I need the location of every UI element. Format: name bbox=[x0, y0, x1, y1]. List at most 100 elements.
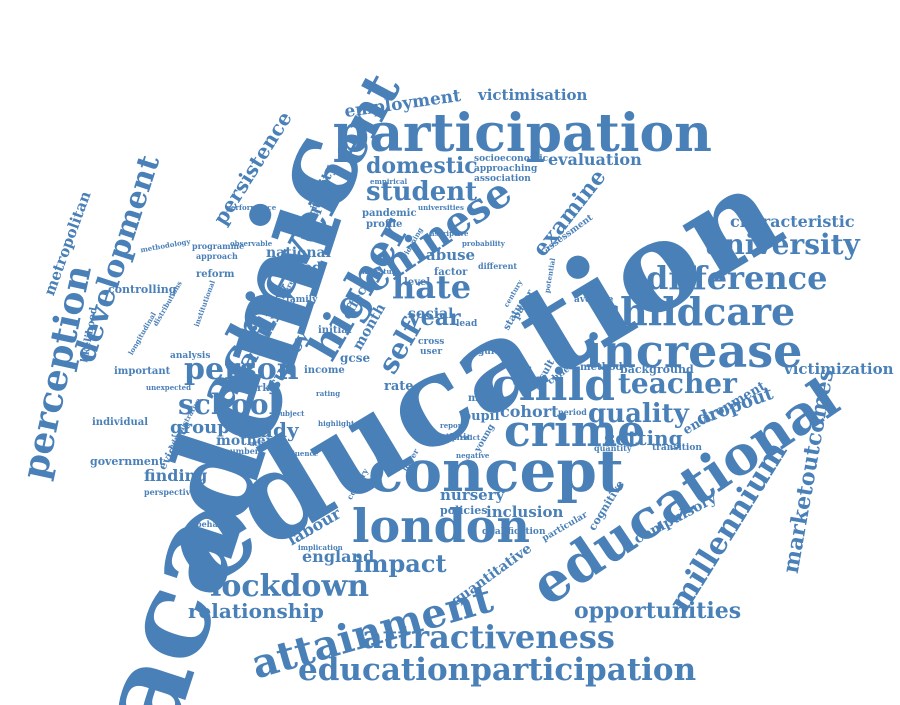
word-market: market bbox=[240, 383, 281, 394]
word-programme: programme bbox=[192, 241, 245, 251]
word-universities: universities bbox=[418, 203, 464, 212]
word-abuse: abuse bbox=[426, 246, 476, 264]
word-family: family bbox=[286, 295, 318, 305]
word-predict: predict bbox=[452, 433, 481, 442]
word-attractiveness: attractiveness bbox=[362, 618, 615, 656]
word-rating: rating bbox=[316, 389, 341, 398]
word-difference: difference bbox=[646, 259, 828, 297]
word-background: background bbox=[620, 363, 694, 376]
word-period: period bbox=[558, 407, 587, 417]
word-lead: lead bbox=[456, 319, 478, 329]
word-negative: negative bbox=[456, 451, 490, 460]
word-number: number bbox=[224, 446, 259, 456]
word-level: level bbox=[404, 277, 431, 288]
word-highlight: highlight bbox=[318, 419, 355, 428]
word-teacher: teacher bbox=[618, 367, 737, 400]
word-transition: transition bbox=[652, 443, 702, 453]
word-impact: impact bbox=[354, 549, 447, 578]
word-quality: quality bbox=[588, 399, 689, 429]
word-different: different bbox=[478, 261, 518, 271]
word-related: related bbox=[266, 260, 322, 276]
word-participation: participation bbox=[333, 103, 712, 164]
word-university: university bbox=[704, 228, 860, 261]
word-hate: hate bbox=[392, 268, 472, 306]
word-implication: implication bbox=[298, 543, 343, 552]
word-child: child bbox=[492, 360, 615, 411]
word-qualification: qualification bbox=[482, 527, 546, 537]
word-ethnic: ethnic bbox=[440, 433, 472, 443]
word-increase: increase bbox=[585, 324, 803, 378]
word-individual: individual bbox=[92, 417, 149, 428]
word-characteristic: characteristic bbox=[730, 212, 855, 231]
word-unexpected: unexpected bbox=[146, 383, 191, 392]
word-socioeconomic: socioeconomic bbox=[474, 154, 549, 164]
word-social: social bbox=[408, 306, 454, 322]
word-finding: finding bbox=[144, 466, 208, 485]
word-subject: subject bbox=[276, 409, 305, 418]
word-relationship: relationship bbox=[188, 599, 324, 623]
word-pupil: pupil bbox=[462, 409, 500, 424]
word-evaluation: evaluation bbox=[548, 150, 642, 169]
word-student: student bbox=[366, 177, 478, 207]
word-literature: literature bbox=[362, 267, 400, 276]
word-controlling: controlling bbox=[108, 283, 177, 296]
word-methodology: methodology bbox=[139, 236, 192, 255]
word-factor: factor bbox=[434, 267, 468, 278]
word-report: report bbox=[440, 421, 465, 430]
word-cross: cross bbox=[418, 337, 445, 347]
word-inclusion: inclusion bbox=[486, 503, 564, 521]
word-approach: approach bbox=[196, 251, 238, 261]
word-year: year bbox=[408, 305, 461, 331]
word-nursery: nursery bbox=[440, 486, 505, 504]
word-england: england bbox=[302, 547, 375, 566]
word-initial: initial bbox=[318, 325, 352, 336]
word-performance: performance bbox=[226, 203, 277, 212]
word-victimization: victimization bbox=[784, 360, 894, 378]
word-quantity: quantity bbox=[594, 443, 632, 453]
word-childcare: childcare bbox=[597, 289, 796, 334]
word-victimisation: victimisation bbox=[478, 86, 588, 104]
word-approaching: approaching bbox=[474, 164, 538, 174]
word-gcse: gcse bbox=[340, 351, 371, 365]
word-study: study bbox=[238, 418, 299, 442]
word-educationparticipation: educationparticipation bbox=[298, 652, 697, 688]
word-policy: policy bbox=[270, 305, 310, 319]
word-longitudinal: longitudinal bbox=[126, 310, 159, 357]
word-domestic: domestic bbox=[366, 153, 478, 179]
word-more: more bbox=[468, 393, 497, 404]
word-government: government bbox=[90, 455, 164, 468]
word-ascriptive: ascriptive bbox=[430, 229, 469, 238]
word-rate: rate bbox=[384, 379, 414, 394]
word-london: london bbox=[352, 499, 530, 553]
word-crime: crime bbox=[504, 406, 646, 457]
word-behaviour: behaviour bbox=[196, 519, 241, 529]
word-analysis: analysis bbox=[170, 351, 211, 361]
word-setting: setting bbox=[604, 426, 683, 450]
word-profile: profile bbox=[366, 219, 403, 230]
word-national: national bbox=[266, 245, 331, 261]
word-opportunities: opportunities bbox=[574, 598, 742, 624]
word-association: association bbox=[474, 174, 531, 184]
word-empirical: empirical bbox=[370, 177, 408, 186]
word-pandemic: pandemic bbox=[362, 208, 417, 219]
word-concept: concept bbox=[368, 437, 624, 505]
word-mother: mother bbox=[216, 433, 274, 449]
word-user: user bbox=[420, 347, 443, 357]
word-cohort: cohort bbox=[500, 402, 559, 421]
word-attractive: attractive bbox=[250, 439, 288, 448]
word-school: school bbox=[178, 388, 280, 421]
word-important: important bbox=[114, 366, 171, 377]
word-income: income bbox=[304, 365, 345, 376]
word-group: group bbox=[170, 417, 230, 438]
word-perspective: perspective bbox=[144, 487, 196, 497]
word-policies: policies bbox=[440, 504, 488, 517]
word-observable: observable bbox=[230, 239, 273, 248]
word-guide: guide bbox=[478, 347, 507, 357]
word-method: method bbox=[580, 362, 623, 373]
word-lockdown: lockdown bbox=[210, 569, 370, 604]
word-person: person bbox=[184, 352, 299, 387]
word-reform: reform bbox=[196, 269, 235, 280]
word-average: average bbox=[574, 295, 614, 305]
word-probability: probability bbox=[462, 239, 505, 248]
